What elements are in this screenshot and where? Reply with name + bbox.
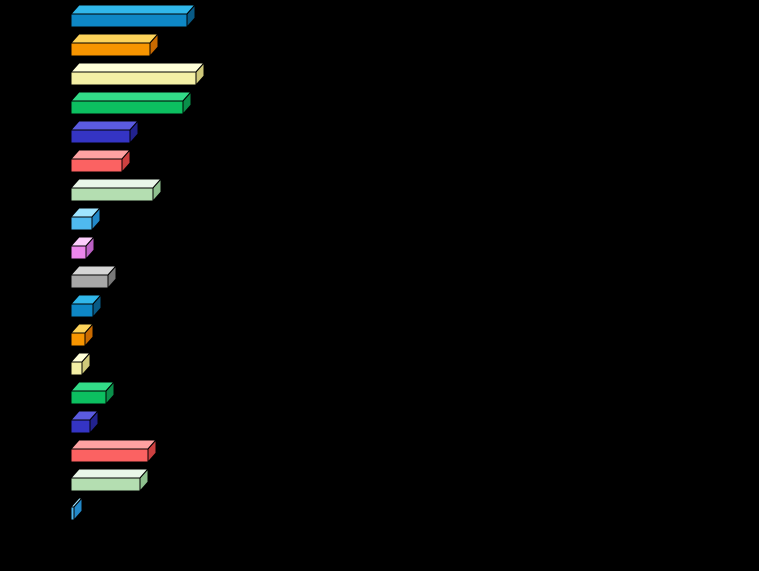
- bar-row-17-front-face: [70, 477, 141, 492]
- bar-row-16-top-face: [69, 439, 158, 450]
- bar-row-1: [69, 3, 197, 29]
- bar-row-8-front-face: [70, 216, 93, 231]
- bar-row-2: [69, 32, 160, 58]
- bar-row-9: [69, 235, 96, 261]
- bar-row-7-top-face: [69, 178, 163, 189]
- bar-row-14-front-face: [70, 390, 107, 405]
- bar-row-15: [69, 409, 100, 435]
- bar-row-17-top-face: [69, 468, 150, 479]
- bar-row-1-front-face: [70, 13, 188, 28]
- bar-row-11: [69, 293, 103, 319]
- bar-row-3: [69, 61, 206, 87]
- bar-row-1-top-face: [69, 4, 197, 15]
- bar-row-8: [69, 206, 102, 232]
- bar-row-4-front-face: [70, 100, 184, 115]
- bar-row-4-top-face: [69, 91, 193, 102]
- bar-row-5: [69, 119, 140, 145]
- bar-row-5-top-face: [69, 120, 140, 131]
- bar-row-16-front-face: [70, 448, 149, 463]
- bar-row-12-front-face: [70, 332, 86, 347]
- bar-row-6: [69, 148, 132, 174]
- bar-row-4: [69, 90, 193, 116]
- bar-row-14: [69, 380, 116, 406]
- bar-row-17: [69, 467, 150, 493]
- bar-row-10: [69, 264, 118, 290]
- bar-row-7-front-face: [70, 187, 154, 202]
- bar-row-3-front-face: [70, 71, 197, 86]
- bar-row-9-front-face: [70, 245, 87, 260]
- bar-row-2-top-face: [69, 33, 160, 44]
- bar-row-2-front-face: [70, 42, 151, 57]
- bar-row-13: [69, 351, 92, 377]
- bar-row-18: [69, 496, 84, 522]
- bar-row-5-front-face: [70, 129, 131, 144]
- bar-row-7: [69, 177, 163, 203]
- bar-row-6-front-face: [70, 158, 123, 173]
- bar-row-15-front-face: [70, 419, 91, 434]
- bar-row-10-front-face: [70, 274, 109, 289]
- bar-row-6-top-face: [69, 149, 132, 160]
- bar-row-16: [69, 438, 158, 464]
- bar-row-13-front-face: [70, 361, 83, 376]
- bar-row-3-top-face: [69, 62, 206, 73]
- bar-row-11-front-face: [70, 303, 94, 318]
- bar-row-18-front-face: [70, 506, 75, 521]
- bar-row-12: [69, 322, 95, 348]
